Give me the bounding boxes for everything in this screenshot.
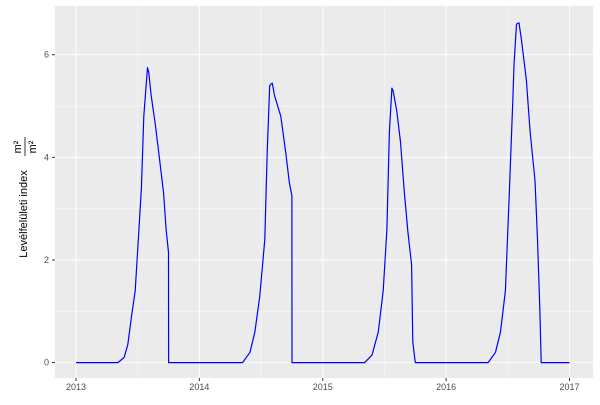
x-tick-label: 2014 — [189, 382, 209, 392]
y-axis-unit-denominator: m² — [27, 140, 39, 153]
x-tick-label: 2016 — [436, 382, 456, 392]
y-axis-title: Levélfelületi index m² m² — [12, 137, 39, 258]
y-tick-label: 4 — [44, 152, 49, 162]
x-tick-label: 2017 — [560, 382, 580, 392]
x-tick-label: 2015 — [313, 382, 333, 392]
y-axis-unit-numerator: m² — [12, 140, 24, 153]
series-line — [76, 22, 570, 364]
panel-background — [55, 6, 593, 378]
axes: 2013 2014 2015 2016 2017 0 2 4 6 — [44, 50, 580, 392]
y-tick-label: 0 — [44, 358, 49, 368]
y-tick-label: 6 — [44, 50, 49, 60]
x-tick-label: 2013 — [66, 382, 86, 392]
y-axis-label: Levélfelületi index — [18, 170, 30, 258]
lai-series-line — [76, 22, 570, 364]
y-tick-label: 2 — [44, 255, 49, 265]
